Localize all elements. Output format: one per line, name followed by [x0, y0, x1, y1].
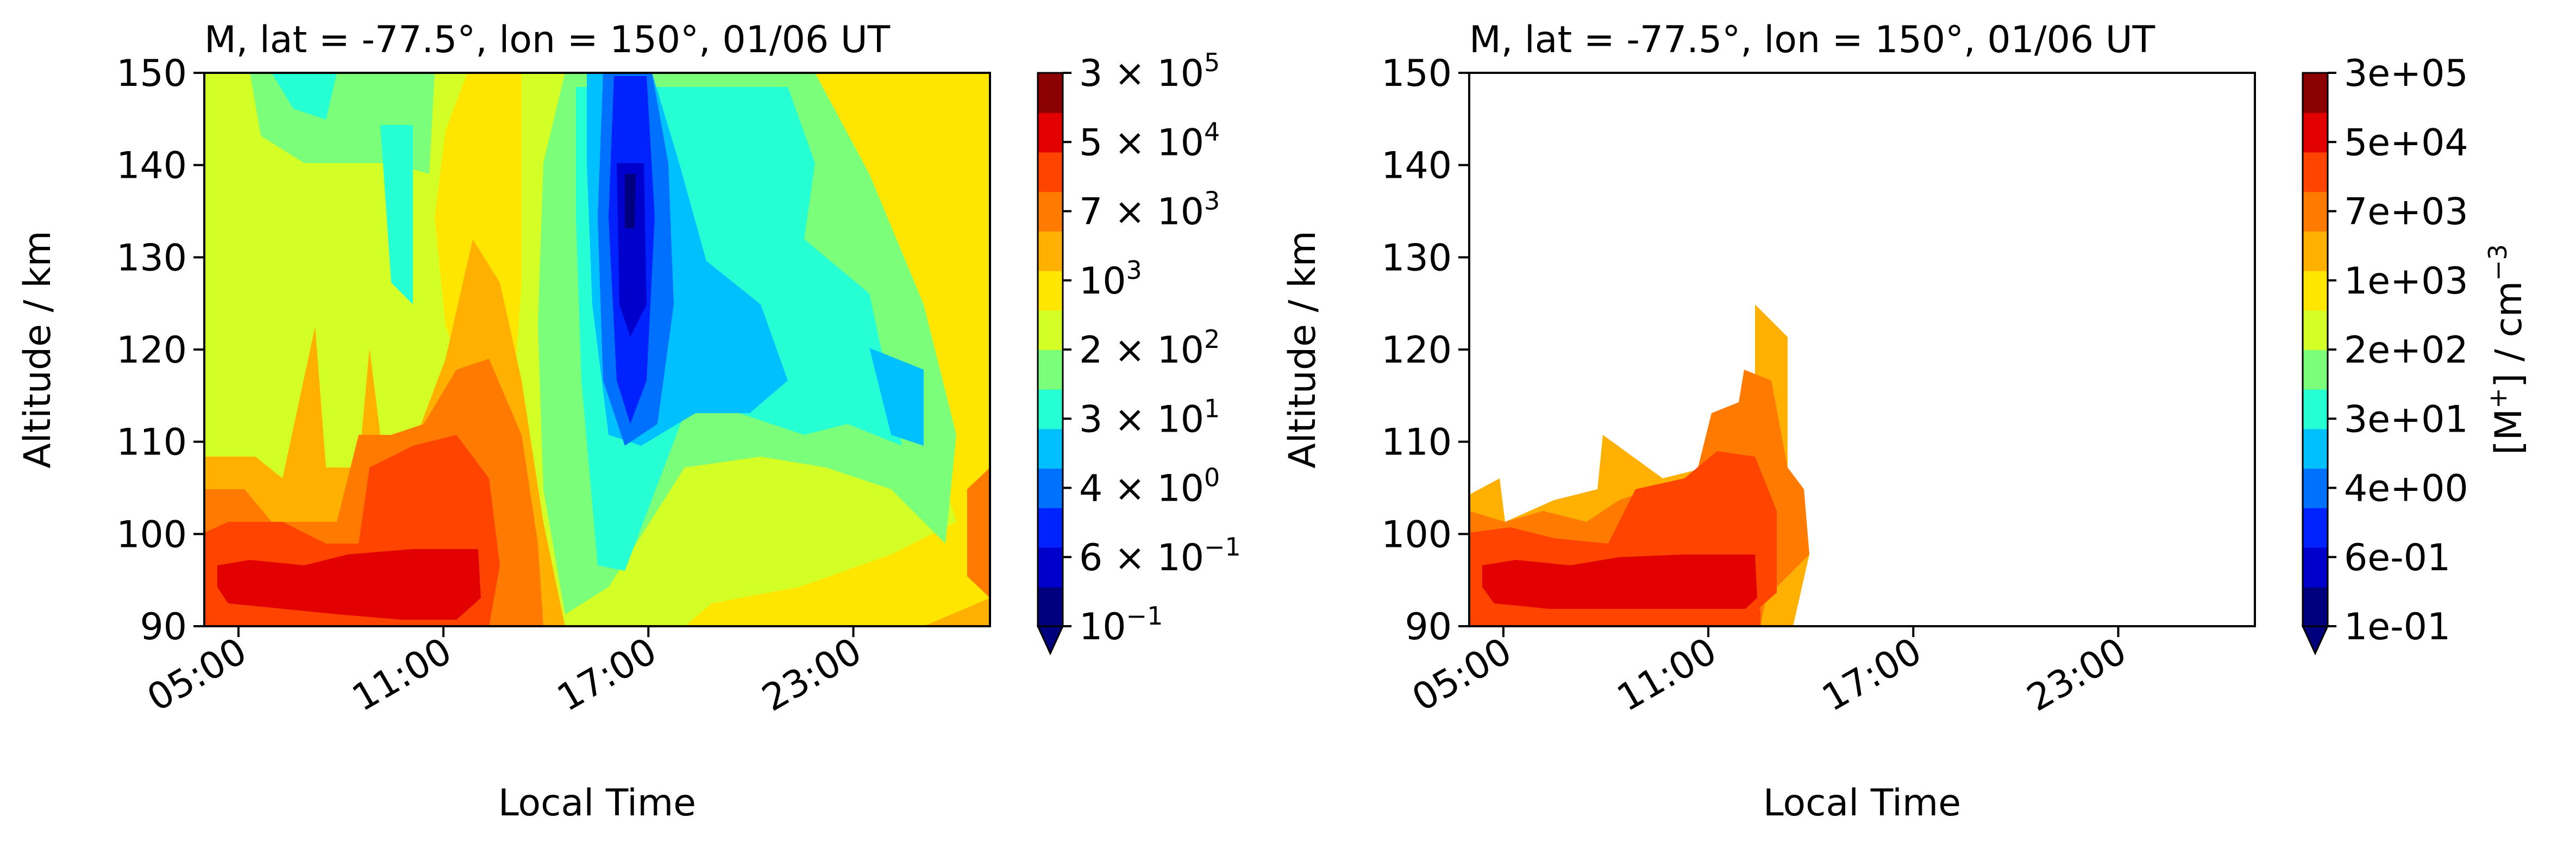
left-colorbar-tick-label: 3 × 105: [1079, 48, 1220, 95]
left-colorbar-segment: [1038, 389, 1063, 429]
left-x-tick-label: 23:00: [755, 629, 869, 720]
left-colorbar-extend-triangle: [1036, 625, 1064, 656]
right-colorbar-segment: [2303, 112, 2328, 153]
left-region-navy: [625, 174, 636, 228]
left-region-orange-edge: [967, 467, 990, 598]
right-colorbar-tick-label: 3e+05: [2344, 52, 2468, 95]
left-panel: M, lat = -77.5°, lon = 150°, 01/06 UT: [16, 18, 1241, 825]
left-contour-field: [204, 73, 990, 626]
left-colorbar-tick-label: 5 × 104: [1079, 117, 1220, 164]
right-region-red: [1482, 554, 1757, 620]
right-colorbar-segment: [2303, 547, 2328, 588]
right-y-tick-label: 130: [1381, 236, 1452, 279]
right-x-tick-label: 11:00: [1610, 629, 1723, 720]
left-y-axis: 90 100 110 120 130 140 150: [116, 52, 204, 649]
left-region-lightblue-patch: [869, 348, 924, 446]
right-colorbar-tick-label: 7e+03: [2344, 191, 2468, 234]
left-colorbar-segment: [1038, 468, 1063, 508]
right-colorbar-segment: [2303, 389, 2328, 429]
right-colorbar-extend-triangle: [2301, 625, 2329, 656]
left-colorbar-tick-label: 10−1: [1079, 601, 1163, 649]
left-chart-title: M, lat = -77.5°, lon = 150°, 01/06 UT: [204, 18, 891, 61]
left-y-tick-label: 110: [116, 421, 187, 464]
right-y-axis: 90 100 110 120 130 140 150: [1381, 52, 1469, 649]
right-colorbar-tick-label: 4e+00: [2344, 467, 2468, 510]
left-x-tick-label: 17:00: [550, 629, 664, 720]
left-y-tick-label: 120: [116, 329, 187, 372]
left-colorbar-tick-label: 6 × 10−1: [1079, 532, 1241, 579]
right-panel: M, lat = -77.5°, lon = 150°, 01/06 UT 90…: [1281, 18, 2530, 825]
right-chart-title: M, lat = -77.5°, lon = 150°, 01/06 UT: [1469, 18, 2155, 61]
right-x-tick-label: 17:00: [1815, 629, 1929, 720]
right-y-tick-label: 140: [1381, 145, 1452, 188]
left-colorbar-tick-label: 7 × 103: [1079, 186, 1220, 234]
left-colorbar-segment: [1038, 507, 1063, 548]
right-colorbar: 3e+05 5e+04 7e+03 1e+03 2e+02 3e+01 4e+00 6e-01…: [2301, 52, 2468, 656]
left-x-axis-label: Local Time: [498, 782, 696, 825]
left-colorbar-tick-label: 4 × 100: [1079, 463, 1220, 510]
left-y-tick-label: 130: [116, 236, 187, 279]
right-colorbar-segment: [2303, 587, 2328, 627]
right-y-axis-label: Altitude / km: [1281, 230, 1324, 468]
right-y-tick-label: 100: [1381, 513, 1452, 556]
left-region-cyan-strip: [380, 125, 413, 304]
left-region-red: [217, 549, 481, 620]
right-y-tick-label: 120: [1381, 329, 1452, 372]
left-colorbar-segment: [1038, 547, 1063, 588]
right-colorbar-segment: [2303, 350, 2328, 390]
right-y-tick-label: 150: [1381, 52, 1452, 95]
left-y-tick-label: 140: [116, 145, 187, 188]
left-colorbar-segment: [1038, 350, 1063, 390]
right-colorbar-label: [M+] / cm−3: [2483, 244, 2530, 455]
left-y-tick-label: 100: [116, 513, 187, 556]
left-y-axis-label: Altitude / km: [16, 230, 59, 468]
left-region-cyan-left: [272, 73, 337, 120]
left-x-axis: 05:00 11:00 17:00 23:00: [140, 626, 869, 720]
left-colorbar-segment: [1038, 191, 1063, 232]
left-colorbar-segment: [1038, 230, 1063, 271]
left-colorbar-segment: [1038, 73, 1063, 113]
right-colorbar-segment: [2303, 428, 2328, 469]
right-x-tick-label: 23:00: [2020, 629, 2134, 720]
right-colorbar-tick-label: 1e-01: [2344, 606, 2450, 649]
left-colorbar: 3 × 105 5 × 104 7 × 103 103 2 × 102 3 × 101 4 …: [1036, 48, 1241, 656]
right-contour-field: [1469, 73, 2255, 626]
left-colorbar-tick-label: 3 × 101: [1079, 394, 1220, 441]
right-colorbar-tick-label: 2e+02: [2344, 329, 2468, 372]
left-region-lightorange-corner: [924, 598, 990, 626]
left-colorbar-segment: [1038, 310, 1063, 350]
left-x-tick-label: 11:00: [345, 629, 459, 720]
right-colorbar-segment: [2303, 73, 2328, 113]
right-y-tick-label: 90: [1405, 606, 1452, 649]
left-colorbar-segment: [1038, 428, 1063, 469]
right-colorbar-segment: [2303, 507, 2328, 548]
right-colorbar-tick-label: 1e+03: [2344, 260, 2468, 303]
left-region-darkblue: [617, 163, 647, 337]
right-colorbar-tick-label: 3e+01: [2344, 398, 2468, 441]
left-y-tick-label: 90: [140, 606, 187, 649]
left-y-tick-label: 150: [116, 52, 187, 95]
left-region-yellow-right: [685, 73, 990, 626]
right-colorbar-segment: [2303, 191, 2328, 232]
right-colorbar-segment: [2303, 152, 2328, 192]
right-x-axis: 05:00 11:00 17:00 23:00: [1405, 626, 2134, 720]
left-colorbar-tick-label: 103: [1079, 255, 1142, 303]
right-colorbar-segment: [2303, 230, 2328, 271]
right-colorbar-segment: [2303, 270, 2328, 311]
left-colorbar-segment: [1038, 112, 1063, 153]
left-colorbar-segment: [1038, 152, 1063, 192]
left-colorbar-segment: [1038, 587, 1063, 627]
right-y-tick-label: 110: [1381, 421, 1452, 464]
right-colorbar-tick-label: 6e-01: [2344, 537, 2450, 579]
left-colorbar-tick-label: 2 × 102: [1079, 325, 1220, 372]
right-colorbar-segment: [2303, 468, 2328, 508]
right-x-axis-label: Local Time: [1763, 782, 1961, 825]
right-colorbar-tick-label: 5e+04: [2344, 121, 2468, 164]
right-region-redorange-bottom: [1469, 609, 1760, 626]
left-colorbar-segment: [1038, 270, 1063, 311]
right-colorbar-segment: [2303, 310, 2328, 350]
